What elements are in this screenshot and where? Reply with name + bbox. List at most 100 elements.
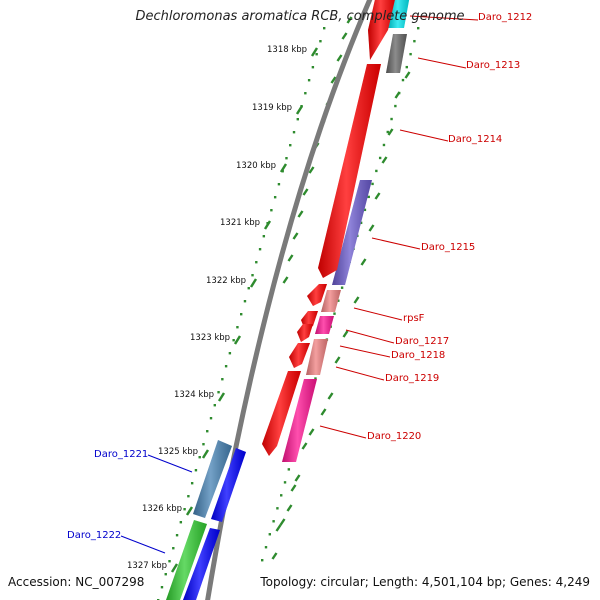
gene-label-daro-1215[interactable]: Daro_1215 [421, 242, 476, 253]
gc-dot [160, 586, 164, 589]
gene-daro-1218-feature[interactable] [306, 339, 328, 375]
gc-dot [183, 508, 186, 511]
minor-tick [360, 258, 367, 266]
gene-daro-1212-feature[interactable] [388, 0, 410, 28]
minor-tick [346, 16, 353, 24]
leader-line [353, 307, 403, 321]
minor-tick [308, 428, 315, 436]
major-tick [263, 220, 272, 230]
gc-dot [179, 521, 183, 524]
leader-line [335, 366, 385, 381]
cds-forward-6[interactable] [289, 343, 310, 368]
leader-line [417, 57, 467, 69]
gene-label-daro-1213[interactable]: Daro_1213 [466, 60, 521, 71]
gene-label-daro-1212[interactable]: Daro_1212 [478, 12, 533, 23]
gc-dot [247, 287, 250, 290]
gc-dot [194, 469, 198, 472]
gc-dot [315, 53, 318, 56]
gc-dot [405, 65, 408, 69]
minor-tick [292, 232, 299, 240]
gene-daro-1220-feature[interactable] [282, 379, 317, 462]
gc-dot [190, 482, 194, 485]
tick-label: 1320 kbp [236, 161, 277, 171]
gene-label-daro-1221[interactable]: Daro_1221 [94, 449, 149, 460]
gc-dot [378, 156, 382, 160]
leader-line [399, 129, 449, 142]
major-tick [295, 105, 304, 115]
minor-tick [341, 32, 348, 40]
gc-dot [243, 300, 247, 303]
gc-dot [206, 430, 209, 433]
minor-tick [336, 54, 343, 62]
gene-label-daro-1222[interactable]: Daro_1222 [67, 530, 122, 541]
tick-label: 1325 kbp [158, 447, 199, 457]
gene-label-rpsf[interactable]: rpsF [403, 313, 425, 324]
gc-dot [333, 312, 336, 315]
gene-label-daro-1214[interactable]: Daro_1214 [448, 134, 503, 145]
gc-dot [359, 221, 363, 225]
gene-label-daro-1219[interactable]: Daro_1219 [385, 373, 440, 384]
gc-dot [258, 248, 262, 251]
leader-line [339, 345, 391, 358]
cds-reverse-2[interactable] [183, 528, 220, 600]
gc-dot [311, 66, 315, 69]
gene-label-daro-1217[interactable]: Daro_1217 [395, 336, 450, 347]
major-tick [310, 47, 319, 57]
gene-daro-1222-feature[interactable] [166, 520, 207, 600]
gc-dot [187, 495, 190, 498]
label-leader-lines [120, 15, 479, 554]
gc-dot [168, 560, 171, 563]
gc-dot [261, 559, 264, 562]
minor-tick [279, 518, 286, 526]
cds-forward-5[interactable] [297, 324, 313, 342]
gc-dot [273, 196, 277, 199]
gene-daro-1221-feature[interactable] [193, 440, 232, 518]
gc-dot [287, 468, 291, 471]
cds-forward-7[interactable] [262, 371, 301, 456]
gc-dot [232, 339, 235, 342]
cds-forward-1[interactable] [368, 0, 396, 60]
gene-rpsf-feature[interactable] [321, 290, 341, 312]
gc-dot [175, 534, 179, 537]
minor-tick [342, 330, 349, 338]
gc-dot [289, 144, 292, 147]
major-tick [170, 563, 179, 573]
gc-dot [337, 299, 340, 302]
cds-forward-2[interactable] [318, 64, 381, 278]
minor-tick [275, 524, 282, 532]
gene-daro-1215-feature[interactable] [332, 180, 372, 285]
accession-text: Accession: NC_007298 [8, 575, 145, 589]
major-tick [201, 449, 210, 459]
tick-label: 1318 kbp [267, 45, 308, 55]
tick-label: 1327 kbp [127, 561, 168, 571]
gc-dot [394, 104, 397, 108]
minor-tick [302, 188, 309, 196]
gene-daro-1213-feature[interactable] [386, 34, 407, 73]
leader-line [120, 535, 166, 554]
minor-tick [308, 166, 315, 174]
minor-tick [368, 224, 375, 232]
gene-label-daro-1220[interactable]: Daro_1220 [367, 431, 422, 442]
minor-tick [404, 71, 411, 79]
gene-daro-1217-feature[interactable] [315, 316, 334, 334]
gc-dot [276, 507, 279, 510]
major-tick [233, 335, 242, 345]
gc-dot [390, 117, 393, 121]
minor-tick [282, 276, 289, 284]
cds-forward-3[interactable] [307, 284, 327, 306]
gene-label-daro-1218[interactable]: Daro_1218 [391, 350, 446, 361]
minor-tick [290, 484, 297, 492]
gc-dot [270, 209, 273, 212]
minor-tick [320, 408, 327, 416]
gc-dot [292, 131, 296, 134]
leader-line [409, 15, 479, 21]
cds-reverse-1[interactable] [211, 448, 246, 522]
genome-backbone [205, 0, 373, 600]
minor-tick [286, 504, 293, 512]
tick-label: 1324 kbp [174, 390, 215, 400]
gc-dot [240, 313, 243, 316]
minor-tick [374, 192, 381, 200]
gc-dot [285, 157, 288, 160]
leader-line [319, 425, 367, 439]
